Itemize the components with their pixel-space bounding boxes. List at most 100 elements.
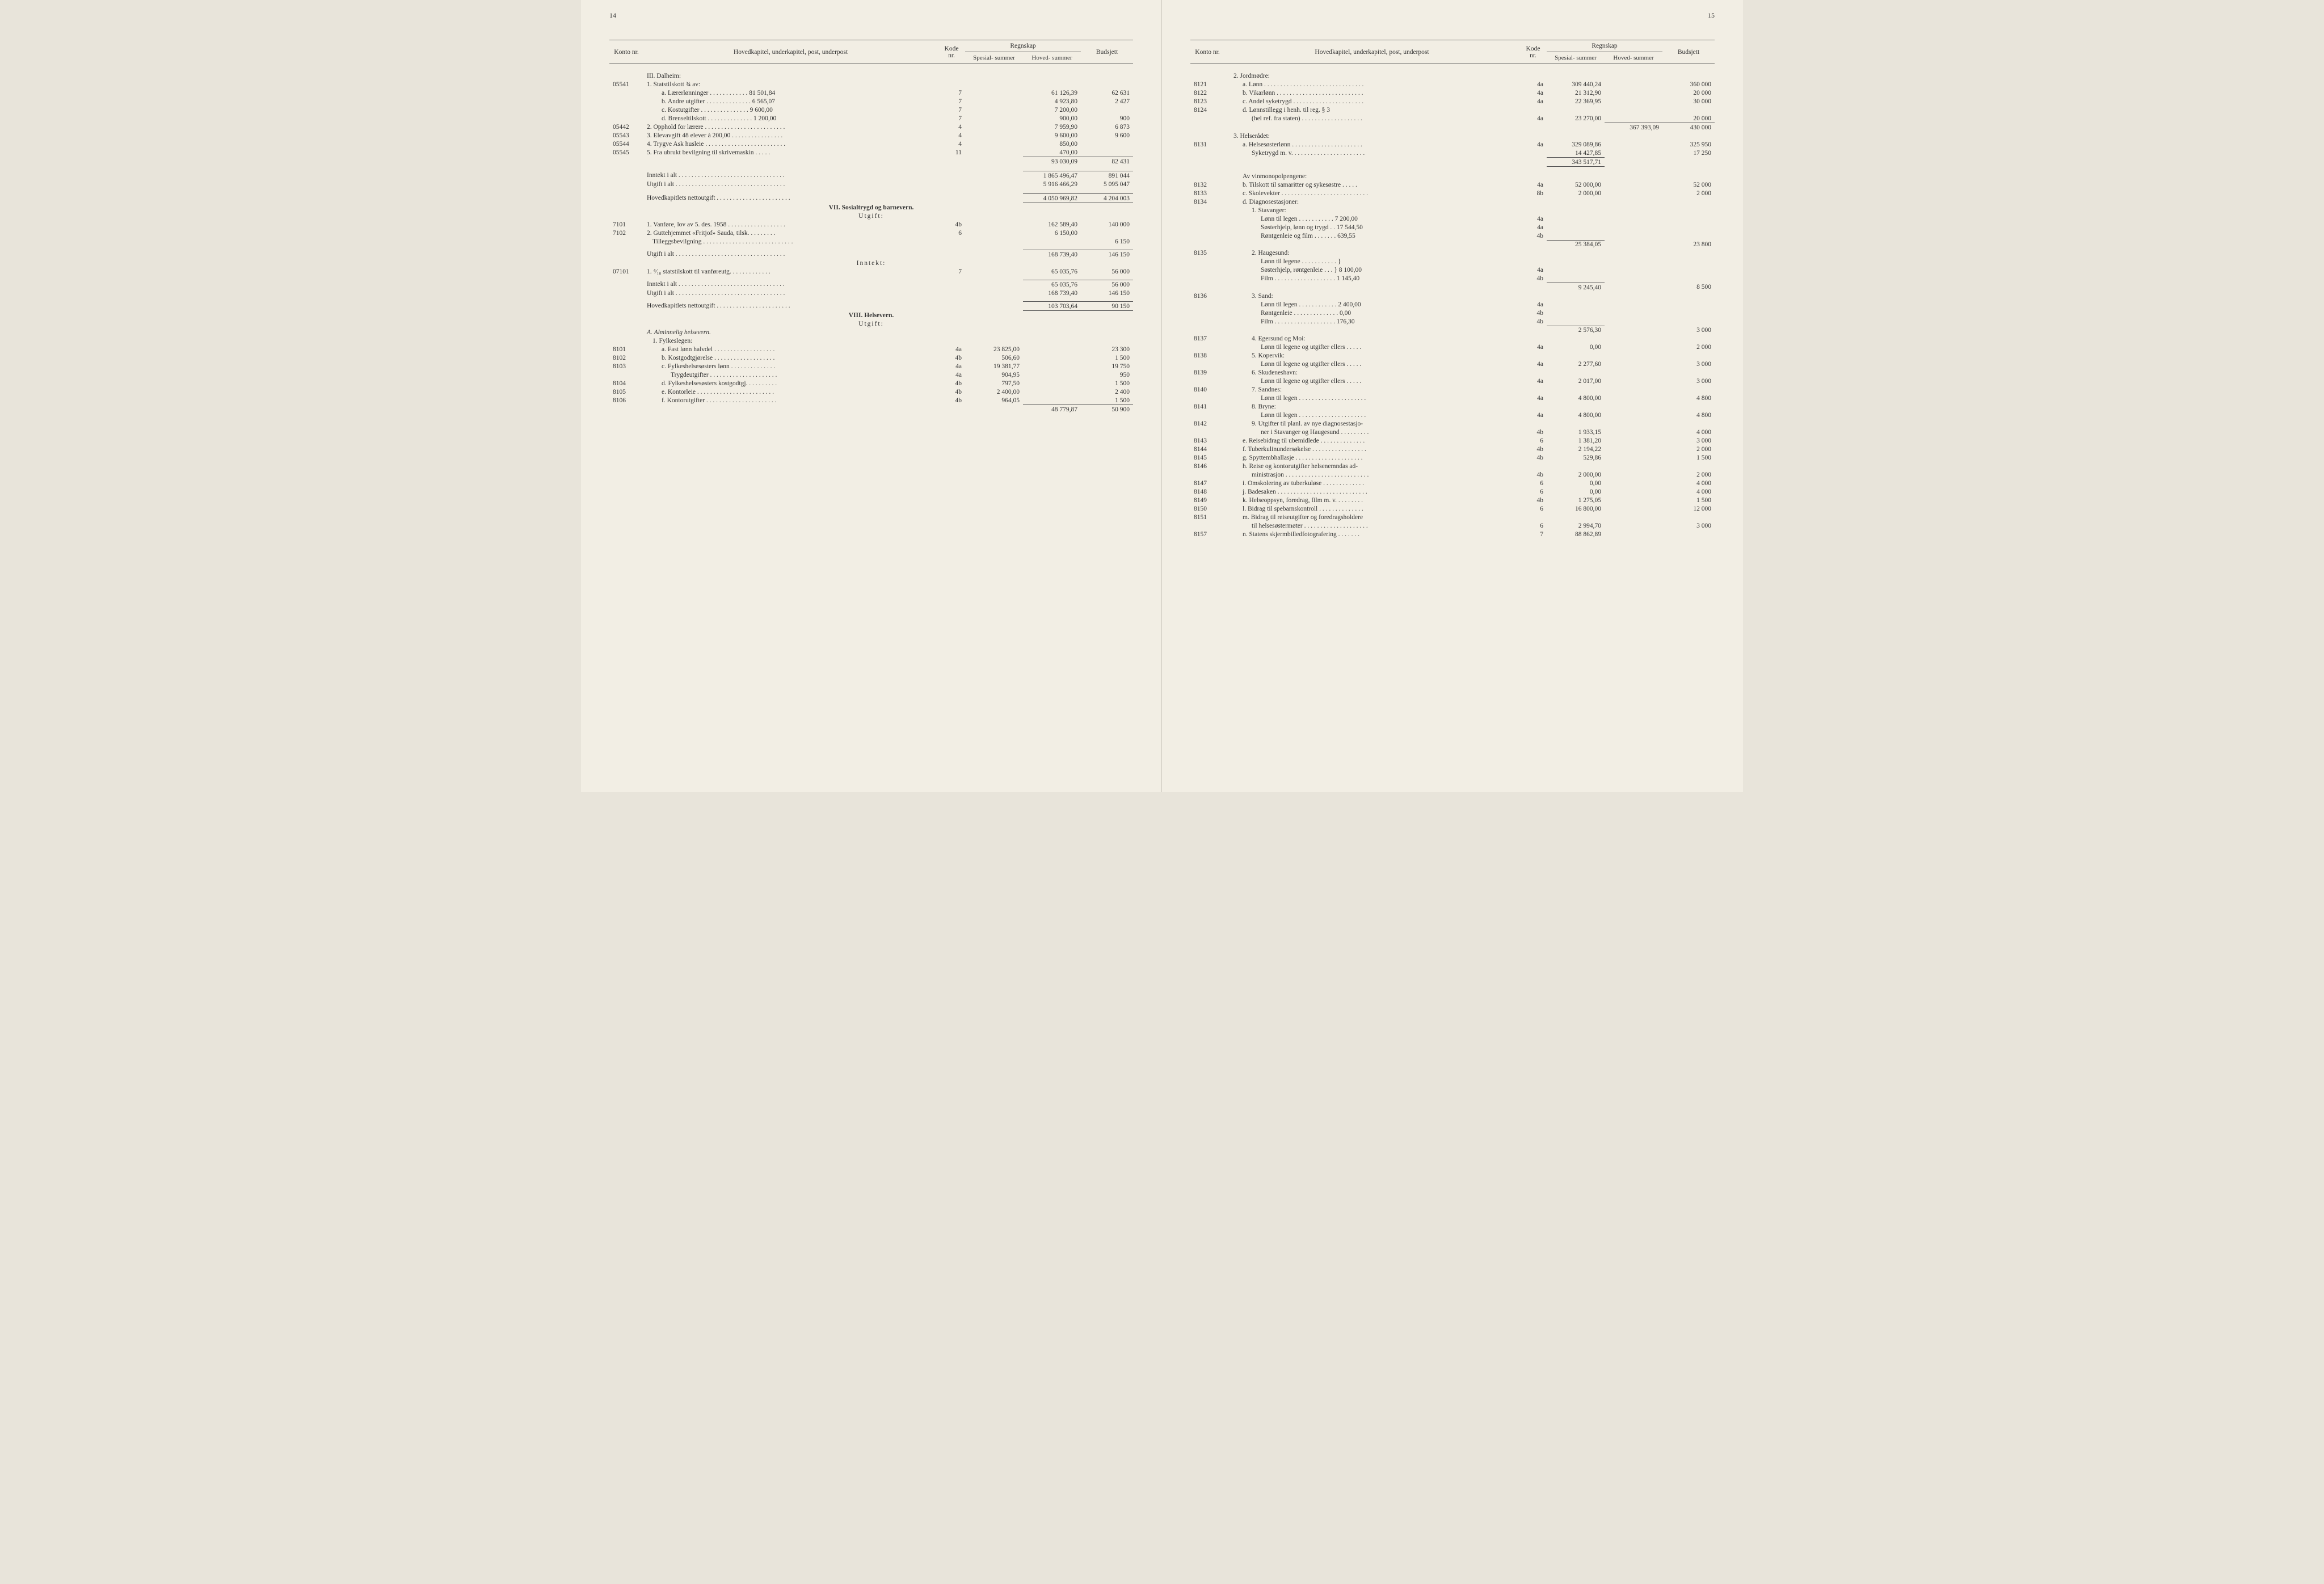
sec7-title: VII. Sosialtrygd og barnevern.	[609, 203, 1133, 212]
konto: 8144	[1190, 445, 1224, 454]
col-regnskap: Regnskap	[965, 40, 1081, 52]
kode: 4b	[938, 220, 965, 229]
konto: 05545	[609, 148, 643, 157]
budsjett: 3 000	[1662, 326, 1715, 335]
row-desc: 6. Skudeneshavn:	[1224, 369, 1519, 377]
row-desc: Søsterhjelp, røntgenleie	[1261, 267, 1323, 273]
budsjett: 3 000	[1662, 437, 1715, 445]
spesial: 964,05	[965, 396, 1023, 405]
row-desc: 3. Helserådet:	[1224, 132, 1519, 140]
spesial: 0,00	[1547, 479, 1605, 488]
budsjett: 1 500	[1662, 496, 1715, 505]
spesial: 16 800,00	[1547, 505, 1605, 513]
konto: 8150	[1190, 505, 1224, 513]
budsjett: 950	[1081, 370, 1133, 379]
budsjett: 4 800	[1662, 394, 1715, 403]
inline-amt: 1 200,00	[753, 115, 776, 122]
budsjett: 146 150	[1081, 250, 1133, 259]
hoved: 900,00	[1023, 114, 1081, 123]
kode: 4a	[1519, 223, 1547, 231]
kode: 4b	[1519, 496, 1547, 505]
hoved: 65 035,76	[1023, 280, 1081, 289]
konto: 8135	[1190, 249, 1224, 258]
sum-hoved: 367 393,09	[1605, 123, 1662, 132]
kode: 4	[938, 123, 965, 131]
table-header: Konto nr. Hovedkapitel, underkapitel, po…	[1190, 40, 1715, 64]
hoved: 61 126,39	[1023, 89, 1081, 97]
konto: 8132	[1190, 180, 1224, 189]
row-desc: Lønn til legene og utgifter ellers	[1261, 361, 1345, 368]
kode: 4a	[1519, 343, 1547, 352]
inntekt-label: Inntekt:	[609, 259, 1133, 267]
row-desc: a. Lønn	[1243, 81, 1262, 88]
budsjett: 4 800	[1662, 411, 1715, 420]
budsjett: 2 000	[1662, 189, 1715, 197]
kode: 4a	[938, 370, 965, 379]
page-right: 15 Konto nr. Hovedkapitel, underkapitel,…	[1162, 0, 1743, 792]
spesial: 2 194,22	[1547, 445, 1605, 454]
konto: 8101	[609, 345, 643, 353]
col-kode: Kode nr.	[1519, 40, 1547, 64]
row-desc: Lønn til legen	[1261, 412, 1298, 419]
konto: 05544	[609, 140, 643, 148]
row-desc: e. Kontorleie	[662, 389, 696, 395]
kode: 6	[938, 229, 965, 237]
row-desc: c. Fylkeshelsesøsters lønn	[662, 363, 730, 370]
kode: 7	[938, 89, 965, 97]
col-kode: Kode nr.	[938, 40, 965, 64]
konto: 8149	[1190, 496, 1224, 505]
konto: 8139	[1190, 369, 1224, 377]
inline-amt: 639,55	[1337, 233, 1355, 239]
row-desc: Utgift i alt	[647, 181, 674, 188]
row-desc: i. Omskolering av tuberkuløse	[1243, 480, 1321, 487]
konto: 8145	[1190, 454, 1224, 462]
spesial-sum: 25 384,05	[1547, 240, 1605, 249]
konto: 8105	[609, 387, 643, 396]
kode: 6	[1519, 488, 1547, 496]
row-desc: a. Fast lønn halvdel	[662, 346, 713, 353]
konto: 8106	[609, 396, 643, 405]
row-desc: b. Tilskott til samaritter og sykesøstre	[1243, 182, 1341, 188]
budsjett: 56 000	[1081, 280, 1133, 289]
budsjett: 3 000	[1662, 522, 1715, 530]
hoved: 9 600,00	[1023, 131, 1081, 140]
row-desc: 1. Stavanger:	[1224, 206, 1519, 214]
row-desc: Utgift i alt	[647, 290, 674, 297]
budsjett: 8 500	[1662, 283, 1715, 292]
kode: 7	[1519, 530, 1547, 539]
row-desc: 2. Jordmødre:	[1224, 71, 1519, 80]
hoved: 7 959,90	[1023, 123, 1081, 131]
col-hoved: Hoved- summer	[1605, 52, 1662, 64]
col-regnskap: Regnskap	[1547, 40, 1662, 52]
sec8-a: A. Alminnelig helsevern.	[643, 328, 938, 336]
budsjett: 1 500	[1662, 454, 1715, 462]
konto: 8140	[1190, 386, 1224, 394]
budsjett: 4 000	[1662, 488, 1715, 496]
row-desc: 2. Opphold for lærere	[647, 124, 704, 130]
budsjett: 325 950	[1662, 140, 1715, 149]
row-desc: 1. Vanføre, lov av 5. des. 1958	[647, 221, 726, 228]
inline-amt: 6 565,07	[752, 98, 775, 105]
budsjett: 56 000	[1081, 267, 1133, 276]
spesial: 0,00	[1547, 488, 1605, 496]
spesial: 23 270,00	[1547, 114, 1605, 123]
spesial: 1 275,05	[1547, 496, 1605, 505]
row-desc: Inntekt i alt	[647, 281, 677, 288]
row-desc: Røntgenleie og film	[1261, 233, 1313, 239]
inline-amt: 0,00	[1340, 310, 1351, 317]
kode: 4a	[1519, 394, 1547, 403]
row-desc: 7. Sandnes:	[1224, 386, 1519, 394]
row-desc: 2. Guttehjemmet «Fritjof» Sauda, tilsk.	[647, 230, 749, 237]
kode: 4b	[938, 387, 965, 396]
kode: 4	[938, 131, 965, 140]
row-desc: ministrasjon	[1252, 471, 1284, 478]
row-desc: e. Reisebidrag til ubemidlede	[1243, 437, 1319, 444]
kode: 7	[938, 267, 965, 276]
konto: 8141	[1190, 403, 1224, 411]
spesial: 506,60	[965, 353, 1023, 362]
budsjett: 90 150	[1081, 302, 1133, 311]
kode: 4b	[1519, 317, 1547, 326]
kode: 4b	[938, 396, 965, 405]
spesial: 309 440,24	[1547, 80, 1605, 89]
budsjett: 12 000	[1662, 505, 1715, 513]
